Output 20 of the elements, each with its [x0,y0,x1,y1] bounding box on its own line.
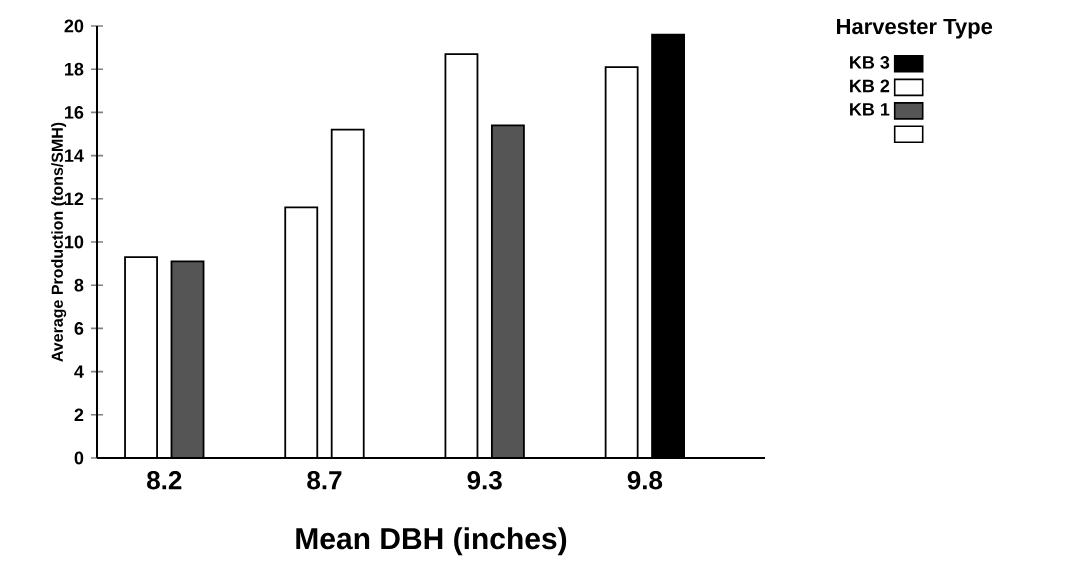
y-tick-label: 14 [65,149,84,162]
y-tick-label: 18 [65,62,84,76]
legend-label: KB 3 [850,56,890,69]
y-tick-label: 6 [74,322,84,335]
legend-label: KB 2 [850,79,890,93]
legend-title: Harvester Type [837,18,993,39]
y-tick-label: 4 [74,365,84,378]
x-tick-label: 9.3 [467,471,502,490]
y-tick-label: 2 [74,408,84,422]
y-tick-label: 0 [74,451,84,465]
y-tick-label: 10 [65,235,84,249]
x-tick-label: 9.8 [627,471,663,490]
x-tick-label: 8.7 [307,471,342,490]
y-tick-label: 8 [74,278,84,292]
x-axis-title: Mean DBH (inches) [296,527,567,556]
x-tick-label: 8.2 [147,471,182,490]
y-tick-label: 12 [65,192,84,206]
y-tick-label: 16 [65,106,84,119]
y-tick-label: 20 [64,19,84,33]
legend-label: KB 1 [850,103,890,116]
